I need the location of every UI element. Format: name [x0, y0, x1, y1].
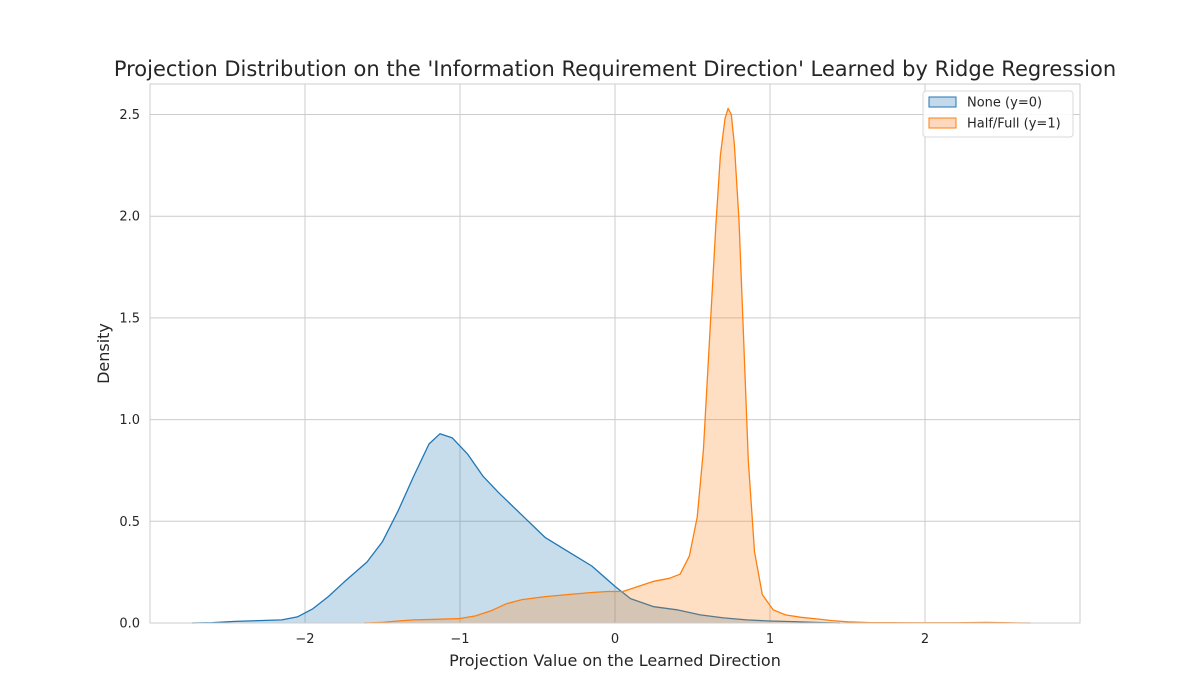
y-tick-label: 2.5	[119, 108, 140, 123]
series-1-line	[363, 107, 1031, 624]
y-tick-label: 1.5	[119, 311, 140, 326]
x-tick-label: 1	[766, 632, 774, 647]
x-axis-label: Projection Value on the Learned Directio…	[449, 651, 781, 670]
series-0-line	[191, 433, 840, 624]
series-layer	[191, 107, 1031, 624]
y-tick-label: 1.0	[119, 413, 140, 428]
y-tick-label: 2.0	[119, 210, 140, 225]
x-tick-label: 2	[921, 632, 929, 647]
series-0-area	[191, 433, 840, 623]
x-tick-label: −1	[450, 632, 469, 647]
plot-frame	[149, 83, 1081, 624]
legend-swatch	[928, 117, 957, 129]
legend: None (y=0) Half/Full (y=1)	[922, 90, 1074, 138]
legend-label: Half/Full (y=1)	[967, 117, 1061, 132]
x-tick-label: −2	[295, 632, 314, 647]
legend-label: None (y=0)	[967, 96, 1042, 111]
y-tick-label: 0.0	[119, 617, 140, 632]
y-axis-label: Density	[94, 323, 113, 384]
tick-labels: −2 −1 0 1 2 0.0 0.5 1.0 1.5 2.0 2.5	[119, 108, 929, 647]
x-tick-label: 0	[611, 632, 619, 647]
legend-swatch	[928, 96, 957, 108]
chart-title: Projection Distribution on the 'Informat…	[114, 57, 1116, 81]
legend-box	[922, 90, 1074, 138]
y-tick-label: 0.5	[119, 515, 140, 530]
